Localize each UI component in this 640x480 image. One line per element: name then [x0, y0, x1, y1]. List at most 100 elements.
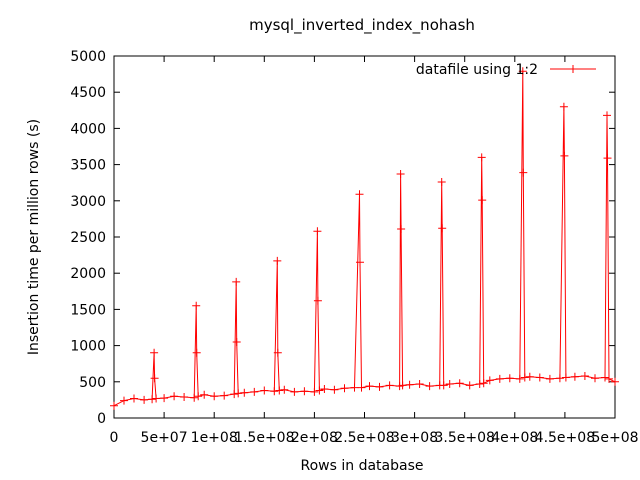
legend: datafile using 1:2 [416, 62, 596, 78]
data-point [313, 296, 322, 305]
data-point [437, 178, 446, 186]
legend-marker [569, 65, 577, 73]
data-point [300, 387, 309, 396]
data-point [477, 153, 486, 162]
x-tick-label: 3e+08 [391, 430, 438, 446]
data-point [357, 383, 366, 392]
data-point [475, 380, 484, 388]
data-point [485, 376, 494, 385]
data-point [315, 386, 324, 395]
data-point [570, 372, 579, 381]
y-tick-label: 3500 [70, 158, 106, 174]
data-point [365, 382, 374, 391]
data-point [601, 373, 609, 382]
data-point [495, 374, 504, 383]
legend-label: datafile using 1:2 [416, 62, 538, 78]
data-point [398, 381, 407, 390]
data-point [603, 154, 612, 163]
data-point [148, 395, 157, 404]
data-point [561, 373, 570, 382]
data-point [240, 388, 249, 397]
data-point [356, 258, 364, 267]
data-point [260, 386, 269, 395]
data-point [425, 382, 434, 391]
data-point [150, 374, 159, 383]
data-point [310, 387, 319, 396]
data-point [580, 372, 589, 380]
data-point [415, 380, 424, 388]
data-point [396, 170, 405, 178]
data-point [150, 348, 159, 357]
data-point [397, 225, 406, 233]
data-point [605, 374, 613, 383]
x-tick-label: 5e+07 [141, 430, 188, 446]
data-point [603, 111, 611, 120]
y-tick-label: 3000 [70, 194, 106, 210]
x-tick-label: 4e+08 [491, 430, 538, 446]
x-tick-label: 1e+08 [191, 430, 238, 446]
data-point [152, 394, 161, 403]
y-tick-label: 500 [79, 375, 106, 391]
data-point [519, 168, 528, 177]
data-point [515, 374, 524, 383]
data-point [545, 374, 554, 383]
data-point [160, 394, 169, 403]
data-point [520, 373, 529, 382]
data-point [439, 381, 448, 390]
data-point [559, 102, 568, 111]
data-point [355, 190, 364, 199]
data-point [560, 151, 569, 160]
data-point [273, 348, 282, 357]
y-tick-label: 2000 [70, 266, 106, 282]
data-point [438, 224, 447, 233]
y-tick-label: 2500 [70, 230, 106, 246]
x-tick-label: 0 [110, 430, 119, 446]
axis-ticks: 0 500 1000 1500 2000 2500 3000 3500 4000 4500 5000… [70, 49, 638, 446]
data-point [194, 392, 203, 401]
y-tick-label: 4500 [70, 85, 106, 101]
data-point [220, 391, 229, 400]
data-point [250, 387, 259, 396]
data-point [130, 394, 138, 403]
data-point [210, 392, 219, 401]
y-tick-label: 1000 [70, 339, 106, 355]
data-point [465, 381, 474, 390]
y-tick-label: 1500 [70, 302, 106, 318]
data-point [350, 383, 359, 392]
data-point [170, 392, 179, 401]
data-point [190, 393, 199, 402]
x-axis-label: Rows in database [301, 458, 424, 474]
data-point [340, 384, 349, 393]
data-point [455, 379, 464, 388]
data-point [180, 393, 189, 401]
data-point [385, 381, 394, 390]
data-point [591, 374, 599, 383]
x-tick-label: 1.5e+08 [234, 430, 294, 446]
data-point [280, 385, 289, 394]
y-tick-label: 5000 [70, 49, 106, 65]
data-point [232, 338, 241, 346]
y-axis-label: Insertion time per million rows (s) [26, 119, 42, 355]
data-point [192, 301, 201, 310]
x-tick-label: 5e+08 [591, 430, 638, 446]
series-line [113, 71, 616, 407]
data-point [234, 389, 243, 398]
data-point [479, 379, 488, 388]
data-point [230, 390, 239, 399]
data-point [555, 374, 564, 383]
x-tick-label: 2e+08 [291, 430, 338, 446]
data-point [290, 387, 299, 396]
data-point [270, 387, 279, 396]
series-layer [110, 67, 619, 410]
x-tick-label: 4.5e+08 [535, 430, 595, 446]
data-point [120, 396, 128, 405]
data-point [478, 196, 487, 205]
data-point [330, 385, 339, 394]
data-point [535, 373, 544, 382]
data-point [275, 386, 284, 395]
data-point [273, 256, 282, 265]
data-point [405, 380, 414, 389]
data-point [200, 390, 209, 399]
